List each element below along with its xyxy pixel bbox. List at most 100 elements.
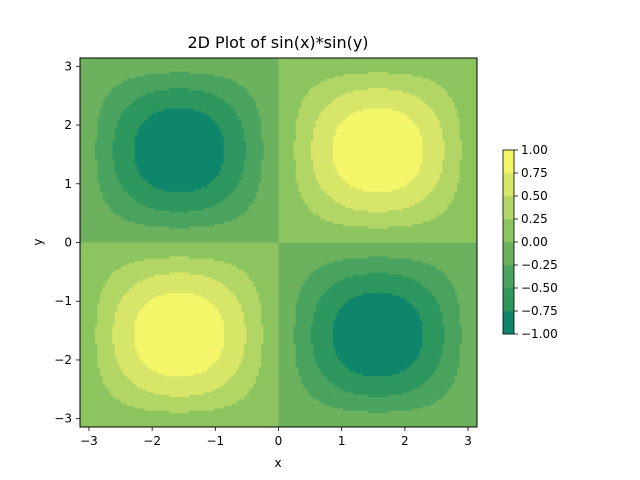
contour-cell [264, 118, 267, 121]
contour-cell [192, 93, 195, 96]
contour-cell [90, 86, 93, 89]
contour-cell [95, 129, 98, 132]
contour-cell [274, 76, 277, 79]
contour-cell [207, 118, 210, 121]
contour-cell [355, 125, 358, 128]
contour-cell [95, 81, 98, 84]
contour-cell [373, 125, 376, 128]
contour-cell [105, 93, 108, 96]
contour-cell [368, 81, 371, 84]
contour-cell [420, 81, 423, 84]
contour-cell [149, 70, 152, 73]
contour-cell [467, 67, 470, 70]
contour-cell [452, 118, 455, 121]
contour-cell [470, 113, 473, 116]
contour-cell [360, 102, 363, 105]
contour-cell [378, 118, 381, 121]
contour-cell [435, 74, 438, 77]
contour-cell [370, 81, 373, 84]
contour-cell [226, 67, 229, 70]
contour-cell [385, 102, 388, 105]
contour-cell [120, 76, 123, 79]
contour-cell [82, 88, 85, 91]
contour-cell [207, 102, 210, 105]
contour-cell [266, 86, 269, 89]
contour-cell [380, 125, 383, 128]
contour-cell [450, 74, 453, 77]
contour-cell [445, 100, 448, 103]
contour-cell [398, 81, 401, 84]
contour-cell [306, 81, 309, 84]
contour-cell [358, 88, 361, 91]
contour-cell [125, 118, 128, 121]
contour-cell [435, 118, 438, 121]
contour-cell [226, 86, 229, 89]
contour-cell [182, 86, 185, 89]
contour-cell [122, 129, 125, 132]
contour-cell [422, 113, 425, 116]
contour-cell [239, 113, 242, 116]
contour-cell [199, 113, 202, 116]
contour-cell [112, 93, 115, 96]
contour-cell [177, 81, 180, 84]
contour-cell [296, 70, 299, 73]
contour-cell [370, 86, 373, 89]
contour-cell [457, 113, 460, 116]
contour-cell [269, 93, 272, 96]
contour-cell [385, 63, 388, 66]
contour-cell [437, 63, 440, 66]
contour-cell [383, 93, 386, 96]
contour-cell [87, 100, 90, 103]
contour-cell [291, 88, 294, 91]
contour-cell [350, 70, 353, 73]
contour-cell [219, 120, 222, 123]
contour-cell [261, 76, 264, 79]
contour-cell [105, 88, 108, 91]
contour-cell [132, 67, 135, 70]
contour-cell [440, 63, 443, 66]
contour-cell [445, 102, 448, 105]
contour-cell [115, 113, 118, 116]
contour-cell [224, 102, 227, 105]
contour-cell [274, 88, 277, 91]
contour-cell [462, 102, 465, 105]
contour-cell [321, 95, 324, 98]
contour-cell [254, 102, 257, 105]
contour-cell [87, 129, 90, 132]
contour-cell [85, 93, 88, 96]
contour-cell [137, 74, 140, 77]
contour-cell [169, 81, 172, 84]
contour-cell [343, 125, 346, 128]
contour-cell [254, 111, 257, 114]
contour-cell [313, 106, 316, 109]
contour-cell [430, 86, 433, 89]
contour-cell [142, 118, 145, 121]
contour-cell [246, 88, 249, 91]
contour-cell [281, 118, 284, 121]
contour-cell [264, 74, 267, 77]
contour-cell [353, 100, 356, 103]
contour-cell [293, 76, 296, 79]
contour-cell [336, 111, 339, 114]
contour-cell [465, 74, 468, 77]
contour-cell [192, 74, 195, 77]
contour-cell [425, 81, 428, 84]
contour-cell [460, 88, 463, 91]
contour-cell [281, 63, 284, 66]
contour-cell [271, 100, 274, 103]
contour-cell [368, 74, 371, 77]
contour-cell [179, 63, 182, 66]
contour-cell [157, 86, 160, 89]
contour-cell [167, 106, 170, 109]
contour-cell [353, 70, 356, 73]
contour-cell [293, 111, 296, 114]
contour-cell [328, 70, 331, 73]
contour-cell [326, 88, 329, 91]
contour-cell [457, 106, 460, 109]
contour-cell [236, 111, 239, 114]
contour-cell [256, 86, 259, 89]
contour-cell [187, 125, 190, 128]
contour-cell [338, 111, 341, 114]
contour-cell [189, 63, 192, 66]
contour-cell [393, 120, 396, 123]
